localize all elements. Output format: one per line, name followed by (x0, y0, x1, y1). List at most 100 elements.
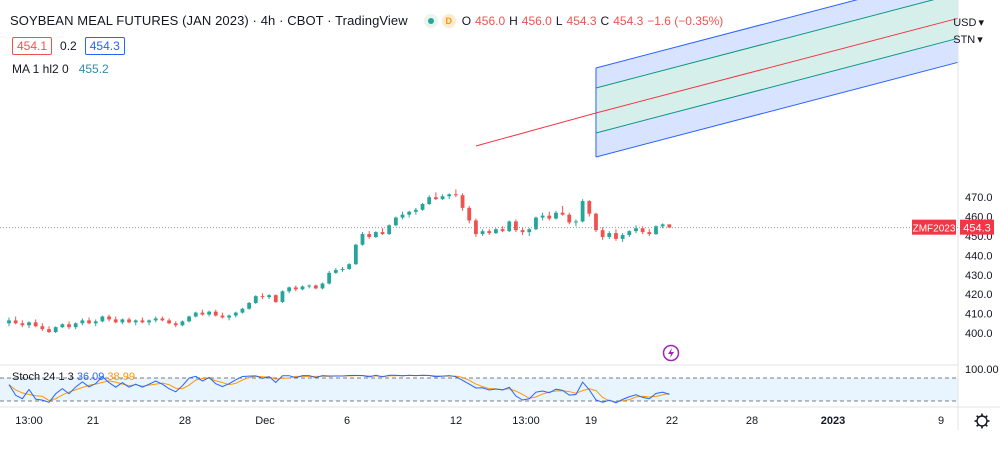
close-value: 454.3 (613, 13, 644, 28)
candle-body (73, 323, 78, 328)
symbol-title[interactable]: SOYBEAN MEAL FUTURES (JAN 2023) · 4h · C… (10, 13, 408, 28)
candle (427, 195, 432, 205)
candle-body (233, 312, 238, 316)
candle (160, 316, 165, 322)
candle (113, 316, 118, 324)
candle-body (393, 217, 398, 226)
candle (507, 220, 512, 233)
candle-body (620, 235, 625, 239)
candle (140, 317, 145, 324)
candle-body (20, 323, 25, 326)
market-open-status-icon[interactable] (423, 13, 438, 28)
candle-body (640, 228, 645, 233)
candle (654, 225, 658, 236)
candle-body (13, 320, 18, 324)
candle-body (47, 329, 51, 333)
scale-menu[interactable]: USD ▾ STN ▾ (953, 15, 984, 49)
candle-body (373, 232, 378, 237)
candle (33, 319, 38, 328)
candle (227, 314, 232, 321)
pitchfork-lower-band (595, 38, 958, 158)
candle (413, 207, 418, 215)
gear-icon[interactable] (974, 413, 990, 429)
pitchfork-upper-inner-line[interactable] (595, 0, 958, 89)
candle (280, 290, 285, 303)
chevron-down-icon[interactable]: ▾ (977, 34, 983, 46)
candle-body (273, 295, 278, 302)
candle-body (313, 285, 318, 289)
price-tick-label: 440.0 (965, 250, 993, 262)
candle (460, 193, 465, 211)
candle (367, 231, 372, 239)
quote-panel: 454.1 0.2 454.3 (12, 37, 125, 55)
candle (567, 212, 572, 225)
pitchfork-upper-line[interactable] (595, 0, 958, 69)
candle-body (560, 212, 565, 215)
indicator-legend[interactable]: MA 1 hl2 0 455.2 (12, 62, 109, 76)
candle-body (127, 319, 131, 323)
time-tick-label: 2023 (821, 415, 845, 427)
candle-body (307, 285, 312, 287)
candle-body (527, 229, 532, 233)
candle-body (80, 320, 85, 324)
ask-price-button[interactable]: 454.3 (84, 37, 125, 55)
candle (360, 232, 365, 246)
pitchfork-drawing[interactable] (475, 0, 959, 158)
candle-body (27, 322, 31, 326)
candle (133, 319, 138, 326)
chevron-down-icon[interactable]: ▾ (978, 17, 984, 29)
candle-body (540, 215, 545, 218)
candle-body (360, 234, 365, 245)
candle-body (447, 194, 452, 197)
candle (220, 312, 225, 319)
candle (327, 270, 332, 285)
pitchfork-anchor-line[interactable] (475, 112, 597, 147)
data-delay-badge[interactable]: D (441, 13, 456, 28)
candle (534, 216, 538, 231)
candle-body (407, 211, 412, 215)
pitchfork-median-line[interactable] (595, 17, 959, 114)
candle-body (347, 264, 352, 269)
candle-body (400, 214, 405, 218)
stoch-tick-label: 100.00 (965, 364, 999, 376)
candle-body (554, 212, 558, 219)
candle-body (253, 296, 258, 303)
time-tick-label: 6 (344, 415, 350, 427)
unit-label[interactable]: STN (953, 34, 976, 46)
ma-value: 455.2 (78, 62, 109, 76)
currency-label[interactable]: USD (953, 17, 977, 29)
candle-body (654, 226, 658, 235)
lightning-icon[interactable] (662, 344, 680, 362)
high-value: 456.0 (521, 13, 552, 28)
candle-body (60, 324, 65, 328)
candle-body (380, 232, 385, 235)
candle (467, 205, 472, 224)
pitchfork-lower-line[interactable] (595, 61, 959, 158)
pitchfork-lower-inner-line[interactable] (595, 37, 959, 134)
candle (514, 219, 518, 233)
candle-body (293, 287, 298, 290)
candle-body (420, 203, 425, 210)
price-tick-label: 400.0 (965, 328, 993, 340)
candle (207, 310, 211, 317)
bid-price-button[interactable]: 454.1 (12, 37, 53, 55)
candle-body (280, 291, 285, 302)
candle (233, 311, 238, 318)
candle (587, 200, 592, 217)
candle-body (494, 229, 498, 234)
candle-body (647, 232, 652, 235)
candle (527, 228, 532, 236)
stoch-k-line (8, 374, 670, 404)
candle (347, 263, 352, 270)
stoch-legend[interactable]: Stoch 24 1 3 36.09 38.99 (12, 371, 135, 383)
candle (107, 314, 111, 322)
candle-body (340, 268, 345, 270)
candle (340, 267, 345, 272)
candle-body (353, 244, 358, 265)
candle-body (100, 316, 105, 322)
low-value: 454.3 (566, 13, 597, 28)
candle (260, 293, 265, 300)
candle-body (227, 315, 232, 318)
